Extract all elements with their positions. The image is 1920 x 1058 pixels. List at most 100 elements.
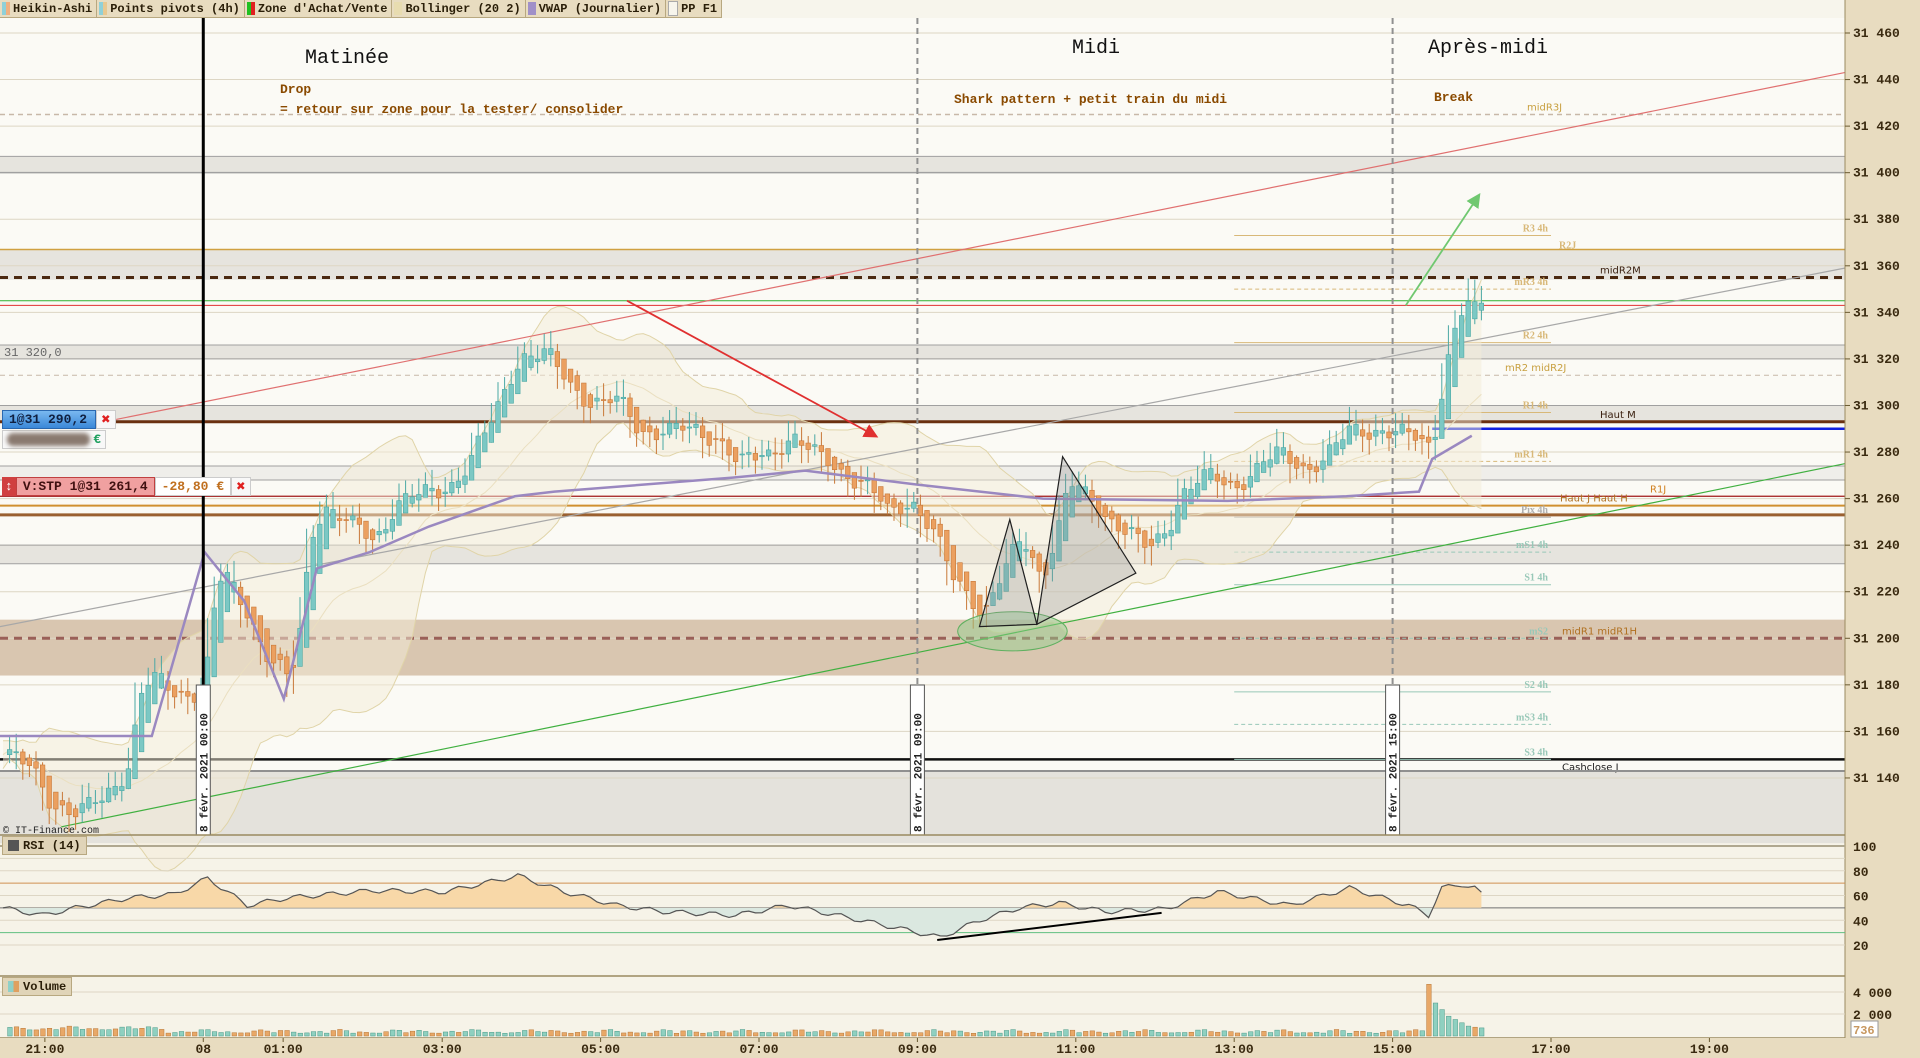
volume-bar <box>1129 1032 1135 1037</box>
volume-bar <box>924 1030 930 1037</box>
time-tick-label: 11:00 <box>1056 1042 1095 1057</box>
volume-bar <box>746 1030 752 1037</box>
candle-body <box>944 529 950 562</box>
price-tick-label: 31 260 <box>1853 492 1900 507</box>
level-label: Cashclose J <box>1562 762 1619 773</box>
volume-bar <box>713 1031 719 1037</box>
candle-body <box>1320 460 1326 470</box>
volume-bar <box>449 1030 455 1037</box>
price-zone <box>0 249 1845 280</box>
candle-body <box>633 406 640 434</box>
volume-bar <box>1287 1031 1293 1037</box>
stop-order-label[interactable]: V:STP 1@31 261,4 <box>15 477 155 496</box>
volume-bar <box>726 1032 732 1037</box>
price-axis-background <box>1845 0 1920 1058</box>
legend-item[interactable]: Points pivots (4h) <box>97 0 245 17</box>
price-tick-label: 31 300 <box>1853 398 1900 413</box>
green-break-arrow[interactable] <box>1405 192 1481 306</box>
legend-color-swatch <box>394 2 403 15</box>
volume-bar <box>852 1030 858 1037</box>
candle-body <box>422 484 429 498</box>
volume-bar <box>555 1030 561 1037</box>
candle-body <box>172 685 178 698</box>
legend-item[interactable]: Heikin-Ashi <box>0 0 98 17</box>
red-resistance-trendline[interactable] <box>116 71 1845 421</box>
shark-triangle[interactable] <box>978 517 1038 628</box>
volume-bar <box>310 1031 317 1037</box>
price-tick-label: 31 220 <box>1853 585 1900 600</box>
entry-order-tag[interactable]: 1@31 290,2 ✖ <box>2 410 116 429</box>
volume-bar <box>330 1030 336 1037</box>
candle-body <box>264 628 270 662</box>
rsi-line <box>2 873 1482 937</box>
green-support-trendline[interactable] <box>61 463 1845 828</box>
volume-bar <box>858 1031 864 1037</box>
candle-body <box>1366 432 1372 440</box>
annotation-matinee: Matinée <box>305 47 389 70</box>
candle-body <box>1109 510 1115 520</box>
volume-bar <box>178 1031 185 1037</box>
entry-pnl-tag: € <box>2 430 106 449</box>
legend-item[interactable]: Zone d'Achat/Vente <box>245 0 393 17</box>
rsi-divergence-line[interactable] <box>937 911 1162 942</box>
volume-panel-label[interactable]: Volume <box>2 977 73 996</box>
candle-body <box>402 493 409 514</box>
time-tick-label: 09:00 <box>898 1042 937 1057</box>
legend-color-swatch <box>99 2 108 15</box>
volume-bar <box>1479 1027 1485 1037</box>
volume-bar <box>40 1028 46 1037</box>
pivot-label: S3 4h <box>1524 747 1548 758</box>
annotation-midi-detail: Shark pattern + petit train du midi <box>954 92 1227 107</box>
volume-bar <box>20 1027 26 1037</box>
stop-order-tag[interactable]: ↕ V:STP 1@31 261,4 -28,80 € ✖ <box>2 477 252 496</box>
volume-bar <box>753 1032 759 1037</box>
volume-tick-label: 2 000 <box>1853 1008 1892 1023</box>
rsi-panel-label[interactable]: RSI (14) <box>2 836 87 855</box>
candle-body <box>409 496 415 504</box>
candle-body <box>1016 541 1022 562</box>
volume-bar <box>139 1028 145 1037</box>
red-drop-arrow[interactable] <box>626 299 879 438</box>
legend-item[interactable]: VWAP (Journalier) <box>526 0 667 17</box>
candle-body <box>488 422 495 443</box>
volume-bar <box>508 1032 515 1037</box>
candle-body <box>211 607 217 678</box>
volume-bar <box>159 1029 165 1037</box>
volume-bar <box>1459 1022 1465 1037</box>
gray-trendline[interactable] <box>0 267 1845 628</box>
legend-item[interactable]: PP F1 <box>666 0 723 17</box>
shark-triangle[interactable] <box>1036 455 1137 626</box>
candle-body <box>1406 428 1412 433</box>
volume-bar <box>937 1030 944 1037</box>
volume-bar <box>1413 1029 1419 1037</box>
volume-bar <box>786 1031 792 1037</box>
candle-body <box>904 507 910 510</box>
candle-body <box>528 355 534 368</box>
candle-body <box>1426 436 1432 443</box>
candle-body <box>785 440 791 455</box>
candle-body <box>996 583 1003 600</box>
volume-bar <box>673 1032 680 1037</box>
cancel-entry-order-icon[interactable]: ✖ <box>96 410 116 429</box>
price-tick-label: 31 280 <box>1853 445 1900 460</box>
candle-body <box>1036 553 1042 572</box>
rsi-fill-above <box>3 873 1482 908</box>
volume-bar <box>1135 1031 1142 1037</box>
candle-body <box>746 452 752 455</box>
candle-body <box>1261 461 1267 473</box>
candle-body <box>858 480 864 482</box>
volume-bar <box>812 1031 818 1037</box>
legend-label: VWAP (Journalier) <box>538 1 662 16</box>
legend-item[interactable]: Bollinger (20 2) <box>392 0 526 17</box>
volume-bar <box>561 1032 567 1037</box>
volume-bar <box>865 1031 871 1037</box>
cancel-stop-order-icon[interactable]: ✖ <box>231 477 252 496</box>
price-tick-label: 31 140 <box>1853 771 1900 786</box>
entry-order-label[interactable]: 1@31 290,2 <box>2 410 96 429</box>
candle-body <box>587 394 593 408</box>
candle-body <box>1181 488 1187 520</box>
candle-body <box>666 422 673 435</box>
drag-handle-icon[interactable]: ↕ <box>2 477 16 496</box>
candle-body <box>554 351 560 367</box>
